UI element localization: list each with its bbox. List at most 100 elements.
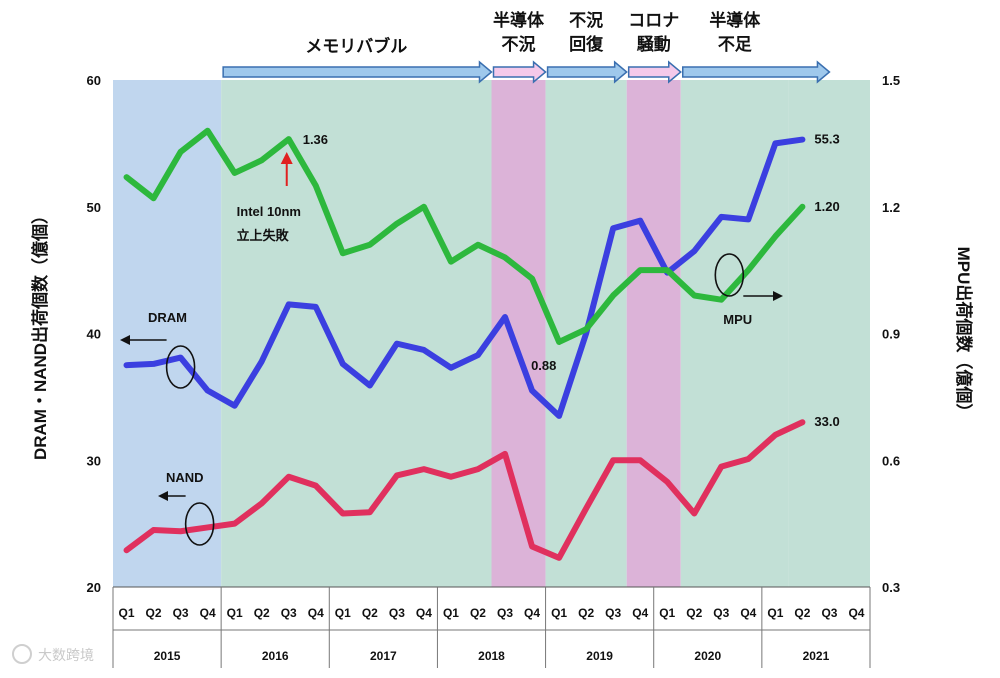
nand-ellipse (184, 502, 215, 546)
mpu-point (503, 255, 508, 260)
phase-band-1 (491, 80, 546, 587)
left-tick-label: 50 (87, 200, 101, 215)
quarter-label: Q3 (281, 606, 297, 620)
dram-point (313, 304, 318, 309)
mpu-end-label: 1.20 (814, 199, 839, 214)
dram-point (530, 388, 535, 393)
quarter-label: Q1 (551, 606, 567, 620)
quarter-label: Q4 (416, 606, 432, 620)
dram-point (232, 403, 237, 408)
mpu-low-label: 0.88 (531, 358, 556, 373)
mpu-point (638, 268, 643, 273)
dram-point (719, 214, 724, 219)
nand-point (800, 420, 805, 425)
dram-point (178, 355, 183, 360)
dram-point (421, 347, 426, 352)
year-label: 2021 (803, 649, 830, 663)
nand-legend-label: NAND (166, 470, 204, 485)
quarter-label: Q2 (254, 606, 270, 620)
quarter-label: Q2 (686, 606, 702, 620)
nand-arrow-icon (158, 491, 168, 501)
watermark-logo-icon (12, 644, 32, 664)
nand-point (313, 483, 318, 488)
mpu-point (124, 175, 129, 180)
nand-point (584, 506, 589, 511)
quarter-label: Q1 (119, 606, 135, 620)
nand-point (475, 467, 480, 472)
dram-end-label: 55.3 (814, 132, 839, 147)
nand-point (773, 432, 778, 437)
mpu-point (394, 221, 399, 226)
quarter-label: Q2 (146, 606, 162, 620)
mpu-point (584, 327, 589, 332)
nand-point (205, 525, 210, 530)
quarter-label: Q2 (578, 606, 594, 620)
quarter-label: Q4 (740, 606, 756, 620)
dram-point (340, 361, 345, 366)
quarter-label: Q3 (713, 606, 729, 620)
phase-arrow-1 (492, 60, 547, 84)
mpu-point (746, 268, 751, 273)
left-tick-label: 20 (87, 580, 101, 595)
dram-point (800, 137, 805, 142)
mpu-point (665, 268, 670, 273)
intel-note-label: Intel 10nm (237, 204, 301, 219)
dram-point (692, 249, 697, 254)
mpu-point (800, 204, 805, 209)
phase-band-3 (626, 80, 681, 587)
mpu-point (205, 128, 210, 133)
right-tick-label: 0.6 (882, 453, 900, 468)
phase-arrow-4 (682, 60, 831, 84)
year-label: 2017 (370, 649, 397, 663)
intel-note-label: 立上失敗 (237, 228, 290, 243)
mpu-arrow-icon (773, 291, 783, 301)
quarter-label: Q1 (443, 606, 459, 620)
mpu-peak-label: 1.36 (303, 132, 328, 147)
background-band-2015 (113, 80, 222, 587)
nand-point (665, 479, 670, 484)
mpu-point (232, 170, 237, 175)
quarter-label: Q4 (200, 606, 216, 620)
left-tick-label: 40 (87, 327, 101, 342)
mpu-point (530, 276, 535, 281)
phase-label: 半導体 (493, 10, 545, 30)
nand-point (124, 548, 129, 553)
dram-point (151, 361, 156, 366)
year-label: 2019 (586, 649, 613, 663)
background-band-tail (788, 80, 870, 587)
quarter-label: Q4 (524, 606, 540, 620)
nand-point (448, 474, 453, 479)
mpu-point (178, 149, 183, 154)
right-tick-label: 0.3 (882, 580, 900, 595)
phase-label: 半導体 (709, 10, 761, 30)
phase-label: 回復 (569, 34, 604, 54)
quarter-label: Q3 (821, 606, 837, 620)
year-label: 2018 (478, 649, 505, 663)
phase-arrow-0 (222, 60, 493, 84)
mpu-point (286, 137, 291, 142)
red-arrow-icon (280, 152, 293, 164)
dram-point (286, 302, 291, 307)
dram-point (448, 365, 453, 370)
mpu-point (151, 196, 156, 201)
quarter-label: Q1 (659, 606, 675, 620)
mpu-point (313, 183, 318, 188)
mpu-legend-label: MPU (723, 312, 752, 327)
quarter-label: Q3 (497, 606, 513, 620)
dram-point (611, 226, 616, 231)
nand-point (259, 501, 264, 506)
watermark-text: 大数跨境 (38, 647, 94, 663)
dram-point (205, 388, 210, 393)
phase-label: 騒動 (637, 34, 671, 54)
left-tick-label: 60 (87, 73, 101, 88)
quarter-label: Q3 (605, 606, 621, 620)
quarter-label: Q4 (308, 606, 324, 620)
mpu-point (259, 158, 264, 163)
dram-ellipse (165, 345, 196, 389)
year-label: 2016 (262, 649, 289, 663)
nand-point (638, 458, 643, 463)
nand-point (286, 474, 291, 479)
nand-point (719, 464, 724, 469)
year-label: 2015 (154, 649, 181, 663)
quarter-label: Q2 (794, 606, 810, 620)
